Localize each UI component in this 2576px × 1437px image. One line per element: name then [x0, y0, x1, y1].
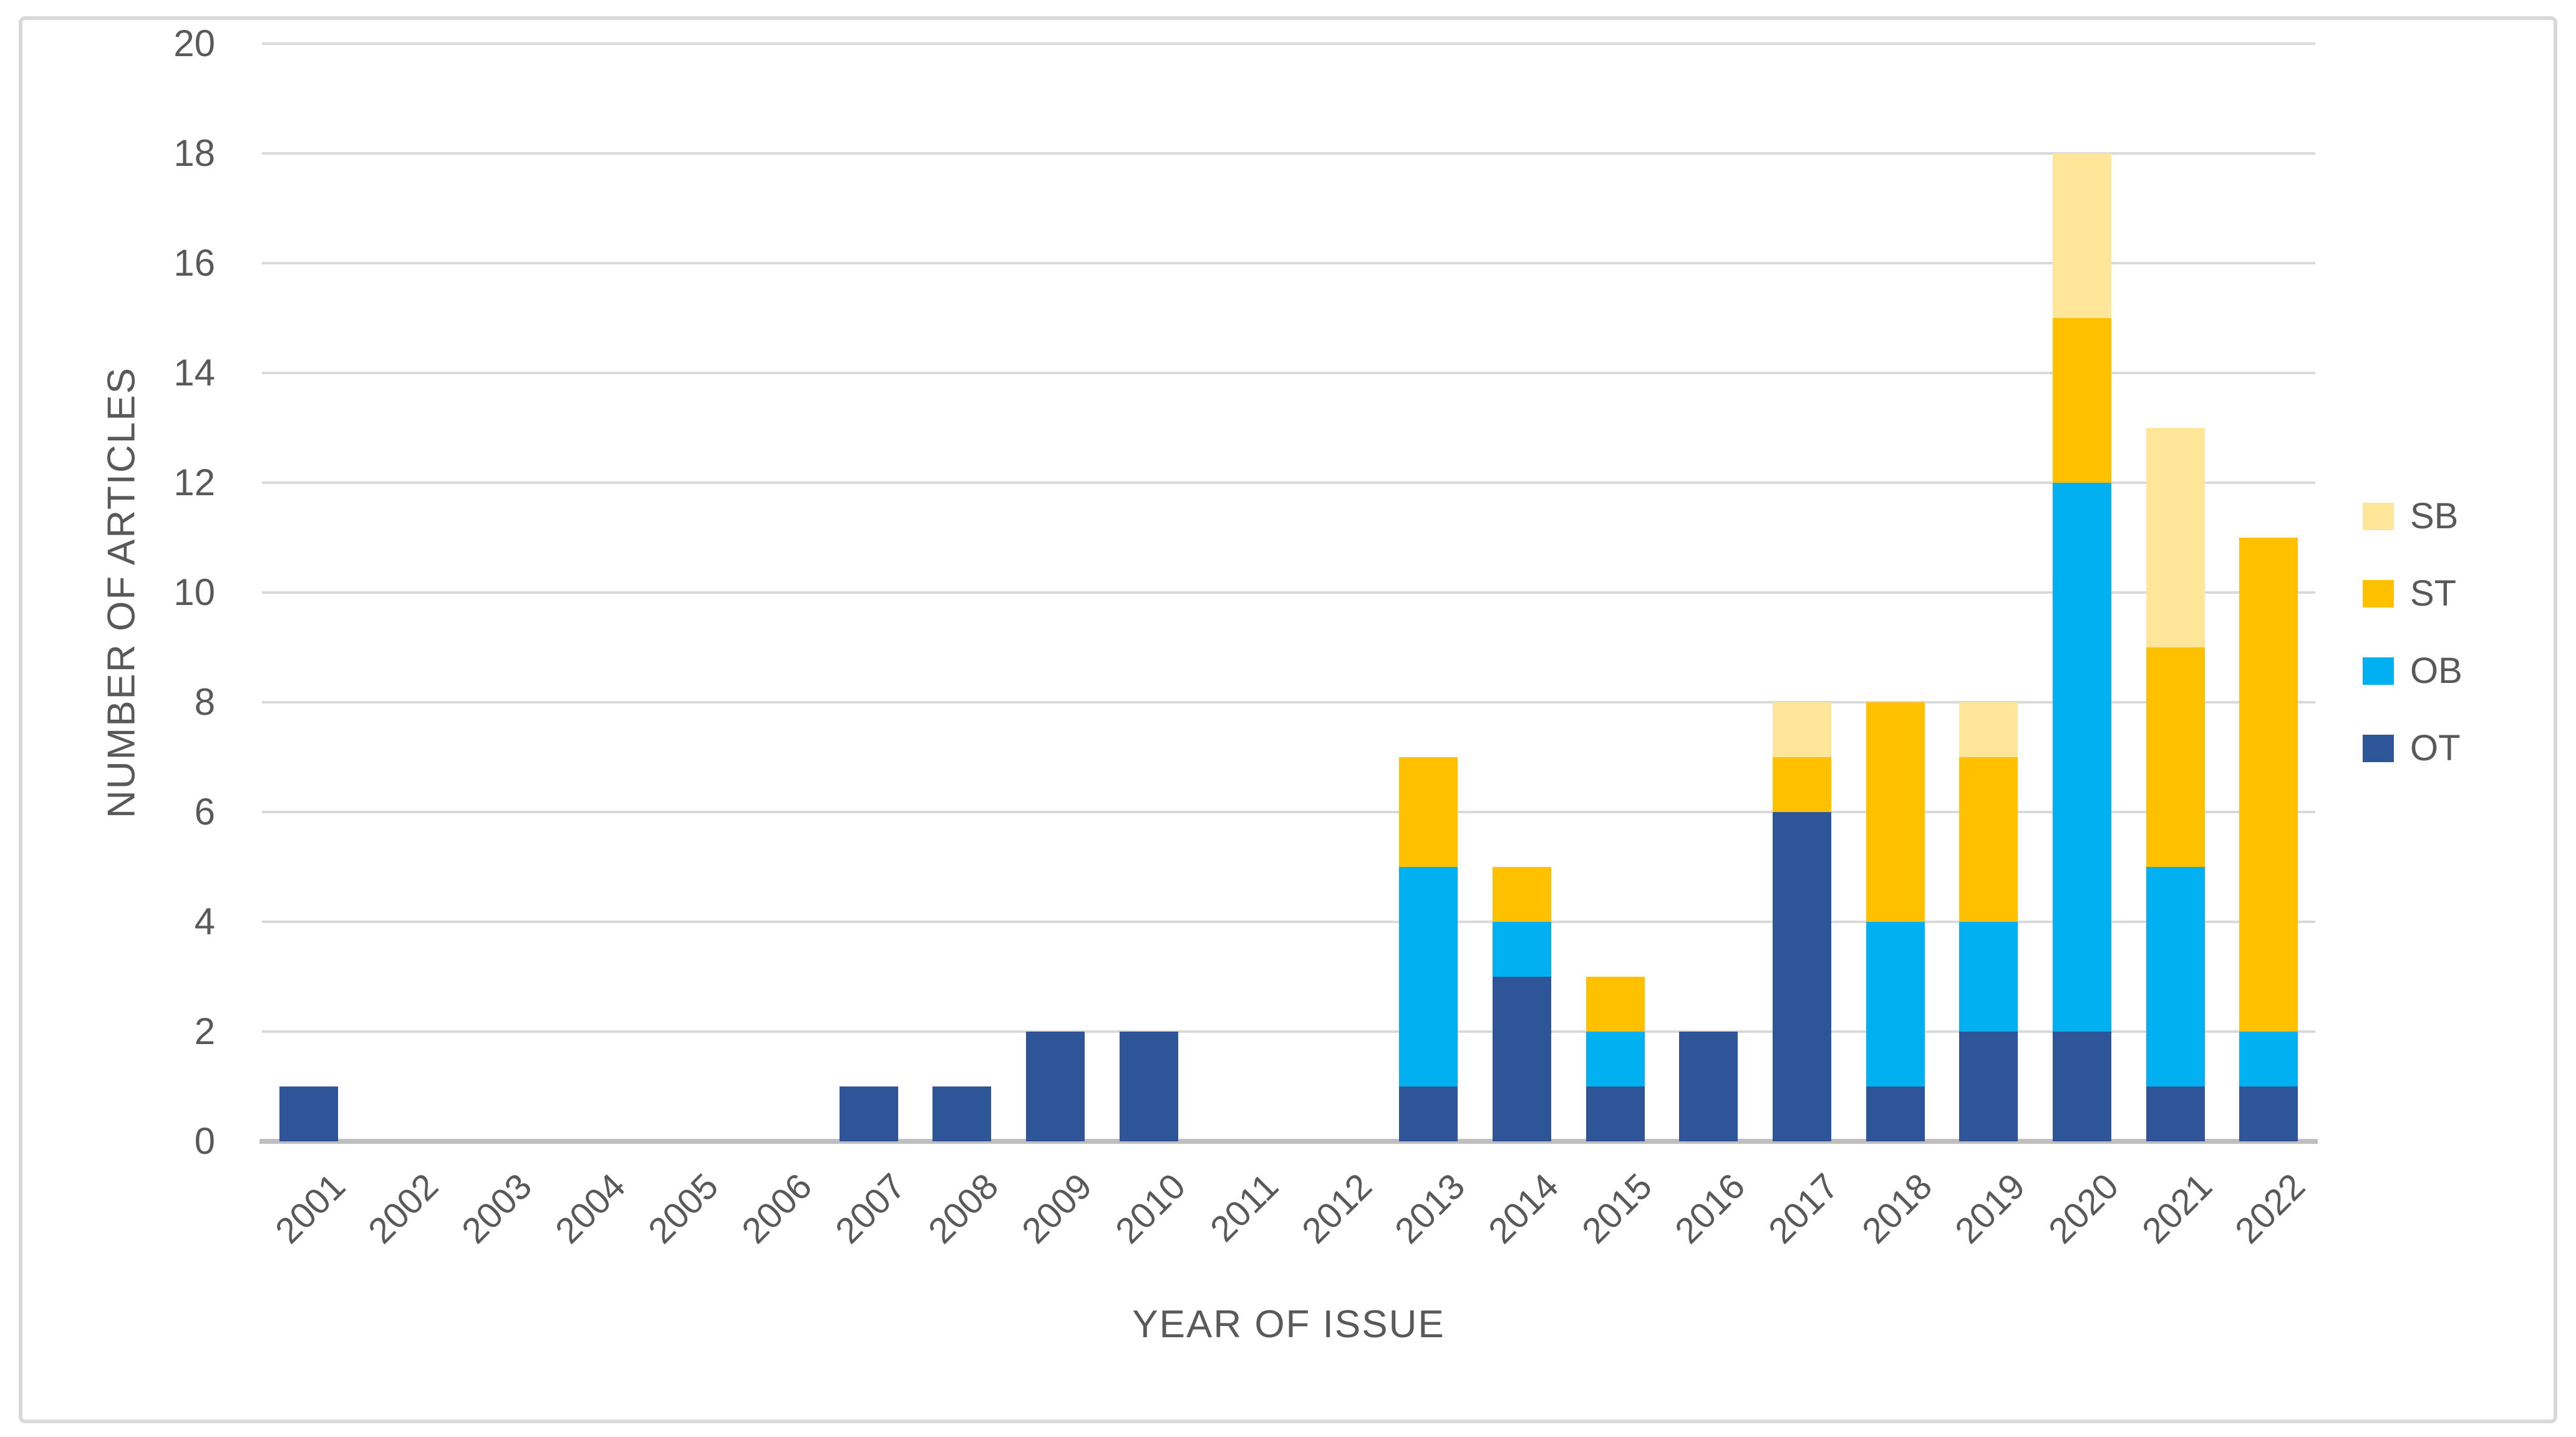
- x-axis-line: [259, 1139, 2318, 1144]
- bar-2021-segment-OB: [2146, 867, 2205, 1086]
- legend-label-OB: OB: [2410, 651, 2462, 691]
- bar-2017-segment-ST: [1773, 757, 1831, 812]
- plot-area: [259, 42, 2318, 1144]
- legend-item-ST: ST: [2363, 575, 2462, 612]
- bar-2013-segment-OT: [1399, 1086, 1458, 1141]
- y-tick-label-18: 18: [173, 132, 215, 174]
- y-tick-label-0: 0: [194, 1120, 215, 1162]
- gridline-y-4: [262, 921, 2315, 923]
- y-tick-label-6: 6: [194, 791, 215, 833]
- gridline-y-10: [262, 591, 2315, 594]
- gridline-y-20: [262, 42, 2315, 45]
- bar-2019-segment-OB: [1959, 922, 2018, 1032]
- bar-2018-segment-ST: [1866, 702, 1925, 922]
- gridline-y-18: [262, 152, 2315, 155]
- bar-2021-segment-SB: [2146, 428, 2205, 647]
- gridline-y-8: [262, 701, 2315, 704]
- bar-2022-segment-OB: [2239, 1032, 2298, 1086]
- legend-swatch-OT: [2363, 735, 2394, 762]
- bar-2017-segment-SB: [1773, 702, 1831, 757]
- gridline-y-16: [262, 262, 2315, 264]
- legend: SB ST OB OT: [2363, 498, 2462, 767]
- legend-swatch-SB: [2363, 503, 2394, 530]
- bar-2007-segment-OT: [840, 1086, 898, 1141]
- bar-2020-segment-ST: [2053, 318, 2111, 483]
- bar-2010-segment-OT: [1120, 1032, 1178, 1141]
- bar-2019-segment-SB: [1959, 702, 2018, 757]
- bar-2022-segment-ST: [2239, 538, 2298, 1032]
- y-tick-label-20: 20: [173, 22, 215, 64]
- bar-2016-segment-OT: [1679, 1032, 1738, 1141]
- legend-item-SB: SB: [2363, 498, 2462, 535]
- bar-2008-segment-OT: [932, 1086, 991, 1141]
- bar-2019-segment-OT: [1959, 1032, 2018, 1141]
- y-tick-label-12: 12: [173, 462, 215, 503]
- gridline-y-14: [262, 372, 2315, 374]
- y-tick-label-14: 14: [173, 352, 215, 394]
- gridline-y-12: [262, 481, 2315, 484]
- bar-2015-segment-ST: [1586, 977, 1645, 1032]
- x-axis-title: YEAR OF ISSUE: [1132, 1303, 1445, 1346]
- gridline-y-6: [262, 811, 2315, 813]
- y-tick-label-4: 4: [194, 901, 215, 942]
- bar-2013-segment-ST: [1399, 757, 1458, 867]
- bar-2019-segment-ST: [1959, 757, 2018, 922]
- bar-2018-segment-OT: [1866, 1086, 1925, 1141]
- bar-2014-segment-ST: [1493, 867, 1551, 922]
- bar-2014-segment-OT: [1493, 977, 1551, 1141]
- bar-2020-segment-OT: [2053, 1032, 2111, 1141]
- y-tick-label-16: 16: [173, 242, 215, 284]
- legend-swatch-ST: [2363, 580, 2394, 607]
- bar-2021-segment-ST: [2146, 647, 2205, 867]
- legend-label-ST: ST: [2410, 573, 2457, 614]
- bar-2022-segment-OT: [2239, 1086, 2298, 1141]
- y-tick-label-10: 10: [173, 571, 215, 613]
- legend-item-OT: OT: [2363, 730, 2462, 767]
- y-tick-label-8: 8: [194, 681, 215, 723]
- chart-frame-border: [19, 16, 2557, 1423]
- bar-2014-segment-OB: [1493, 922, 1551, 977]
- legend-label-SB: SB: [2410, 496, 2459, 536]
- bar-2020-segment-SB: [2053, 153, 2111, 318]
- bar-2021-segment-OT: [2146, 1086, 2205, 1141]
- bar-2013-segment-OB: [1399, 867, 1458, 1086]
- legend-swatch-OB: [2363, 657, 2394, 685]
- bar-2017-segment-OT: [1773, 812, 1831, 1141]
- y-tick-label-2: 2: [194, 1010, 215, 1052]
- bar-2020-segment-OB: [2053, 483, 2111, 1032]
- legend-item-OB: OB: [2363, 652, 2462, 690]
- bar-2001-segment-OT: [279, 1086, 338, 1141]
- bar-2009-segment-OT: [1026, 1032, 1085, 1141]
- legend-label-OT: OT: [2410, 728, 2461, 768]
- bar-2015-segment-OT: [1586, 1086, 1645, 1141]
- bar-2018-segment-OB: [1866, 922, 1925, 1086]
- bar-2015-segment-OB: [1586, 1032, 1645, 1086]
- gridline-y-2: [262, 1030, 2315, 1033]
